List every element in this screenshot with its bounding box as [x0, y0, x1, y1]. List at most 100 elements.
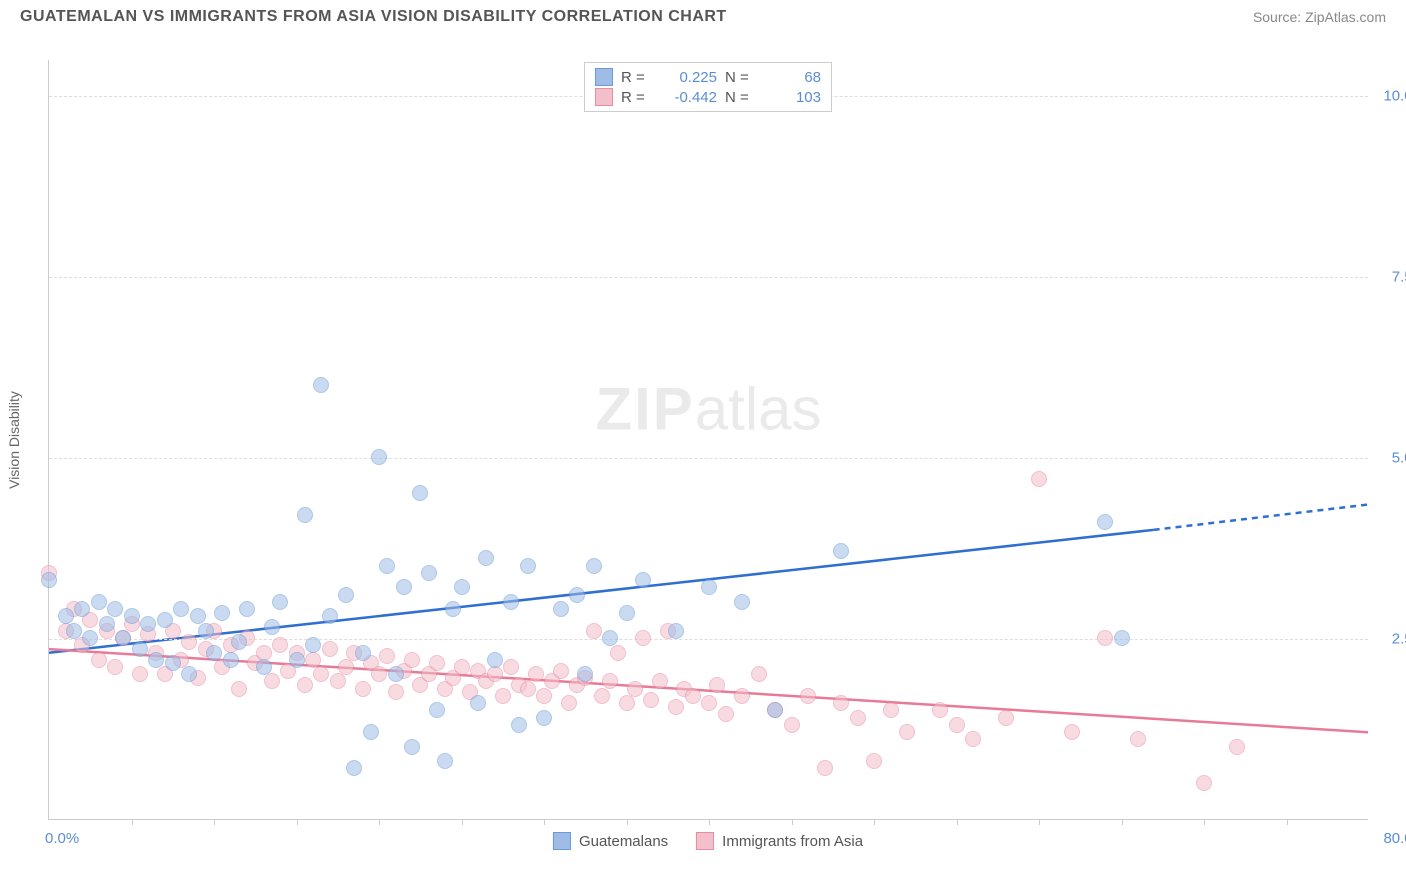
data-point	[569, 587, 585, 603]
series-legend: Guatemalans Immigrants from Asia	[553, 832, 863, 850]
data-point	[1097, 514, 1113, 530]
legend-item-blue: Guatemalans	[553, 832, 668, 850]
data-point	[833, 695, 849, 711]
swatch-pink	[595, 88, 613, 106]
data-point	[223, 652, 239, 668]
y-tick-label: 7.5%	[1392, 269, 1406, 286]
watermark: ZIPatlas	[595, 375, 821, 444]
data-point	[371, 449, 387, 465]
data-point	[701, 579, 717, 595]
n-label: N =	[725, 69, 753, 86]
data-point	[74, 601, 90, 617]
gridline	[49, 458, 1368, 459]
data-point	[602, 673, 618, 689]
swatch-pink	[696, 832, 714, 850]
x-tick-mark	[1204, 819, 1205, 825]
data-point	[115, 630, 131, 646]
data-point	[338, 659, 354, 675]
data-point	[363, 724, 379, 740]
n-value-pink: 103	[761, 89, 821, 106]
r-label: R =	[621, 69, 649, 86]
data-point	[932, 702, 948, 718]
data-point	[231, 681, 247, 697]
data-point	[198, 623, 214, 639]
data-point	[536, 710, 552, 726]
data-point	[503, 594, 519, 610]
data-point	[322, 608, 338, 624]
data-point	[404, 739, 420, 755]
x-tick-mark	[544, 819, 545, 825]
r-label: R =	[621, 89, 649, 106]
data-point	[297, 507, 313, 523]
data-point	[289, 652, 305, 668]
data-point	[437, 753, 453, 769]
data-point	[272, 637, 288, 653]
data-point	[643, 692, 659, 708]
data-point	[883, 702, 899, 718]
data-point	[487, 652, 503, 668]
x-tick-label: 0.0%	[45, 830, 79, 847]
y-tick-label: 5.0%	[1392, 450, 1406, 467]
data-point	[602, 630, 618, 646]
n-value-blue: 68	[761, 69, 821, 86]
data-point	[627, 681, 643, 697]
chart-area: Vision Disability ZIPatlas 2.5%5.0%7.5%1…	[48, 60, 1368, 820]
data-point	[124, 608, 140, 624]
data-point	[379, 558, 395, 574]
data-point	[256, 659, 272, 675]
data-point	[396, 579, 412, 595]
data-point	[454, 579, 470, 595]
data-point	[107, 601, 123, 617]
x-tick-mark	[792, 819, 793, 825]
r-value-blue: 0.225	[657, 69, 717, 86]
data-point	[412, 485, 428, 501]
data-point	[503, 659, 519, 675]
legend-label-pink: Immigrants from Asia	[722, 833, 863, 850]
data-point	[619, 695, 635, 711]
data-point	[429, 655, 445, 671]
x-tick-mark	[1287, 819, 1288, 825]
data-point	[470, 695, 486, 711]
data-point	[784, 717, 800, 733]
data-point	[165, 655, 181, 671]
data-point	[487, 666, 503, 682]
data-point	[148, 652, 164, 668]
data-point	[586, 623, 602, 639]
swatch-blue	[595, 68, 613, 86]
data-point	[1064, 724, 1080, 740]
data-point	[355, 645, 371, 661]
data-point	[619, 605, 635, 621]
data-point	[553, 663, 569, 679]
stats-row-pink: R = -0.442 N = 103	[595, 87, 821, 107]
r-value-pink: -0.442	[657, 89, 717, 106]
data-point	[214, 605, 230, 621]
data-point	[1031, 471, 1047, 487]
data-point	[553, 601, 569, 617]
plot-region: ZIPatlas 2.5%5.0%7.5%10.0%0.0%80.0%	[48, 60, 1368, 820]
data-point	[231, 634, 247, 650]
data-point	[652, 673, 668, 689]
data-point	[1130, 731, 1146, 747]
data-point	[140, 616, 156, 632]
data-point	[99, 616, 115, 632]
data-point	[388, 684, 404, 700]
data-point	[495, 688, 511, 704]
data-point	[371, 666, 387, 682]
data-point	[206, 645, 222, 661]
gridline	[49, 277, 1368, 278]
data-point	[132, 666, 148, 682]
n-label: N =	[725, 89, 753, 106]
data-point	[635, 630, 651, 646]
data-point	[635, 572, 651, 588]
data-point	[734, 594, 750, 610]
data-point	[264, 673, 280, 689]
data-point	[561, 695, 577, 711]
data-point	[833, 543, 849, 559]
data-point	[1097, 630, 1113, 646]
data-point	[91, 594, 107, 610]
data-point	[965, 731, 981, 747]
data-point	[701, 695, 717, 711]
data-point	[520, 558, 536, 574]
data-point	[264, 619, 280, 635]
x-tick-mark	[1039, 819, 1040, 825]
